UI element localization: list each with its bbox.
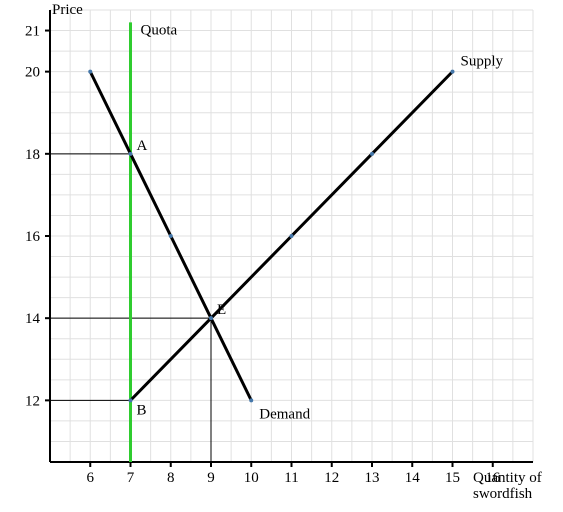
y-tick: 14 [25, 311, 41, 327]
supply-line-point [209, 316, 213, 320]
x-tick: 11 [284, 470, 298, 486]
y-tick: 18 [25, 147, 40, 163]
supply-line-point [129, 398, 133, 402]
x-tick: 9 [207, 470, 215, 486]
y-axis-label: Price [52, 2, 83, 18]
demand-line-point [129, 152, 133, 156]
point-e-label: E [217, 302, 226, 318]
supply-line-point [370, 152, 374, 156]
y-tick: 16 [25, 229, 41, 245]
supply-line-point [451, 70, 455, 74]
quota-label: Quota [141, 23, 178, 39]
x-axis-label: Quantity ofswordfish [473, 470, 542, 502]
x-tick: 14 [405, 470, 421, 486]
supply-line-point [290, 234, 294, 238]
x-tick: 7 [127, 470, 135, 486]
point-b-label: B [137, 402, 147, 418]
y-tick: 12 [25, 393, 40, 409]
demand-label: Demand [259, 406, 310, 422]
x-tick: 13 [365, 470, 380, 486]
y-tick: 20 [25, 65, 40, 81]
x-tick: 15 [445, 470, 460, 486]
demand-line-point [88, 70, 92, 74]
x-tick: 8 [167, 470, 175, 486]
point-a-label: A [137, 138, 148, 154]
supply-label: Supply [461, 54, 504, 70]
demand-line-point [169, 234, 173, 238]
swordfish-supply-demand-chart: 678910111213141516121416182021PriceQuant… [0, 0, 563, 512]
x-tick: 10 [244, 470, 259, 486]
y-tick: 21 [25, 24, 40, 40]
x-tick: 6 [87, 470, 95, 486]
demand-line-point [249, 398, 253, 402]
x-tick: 12 [324, 470, 339, 486]
